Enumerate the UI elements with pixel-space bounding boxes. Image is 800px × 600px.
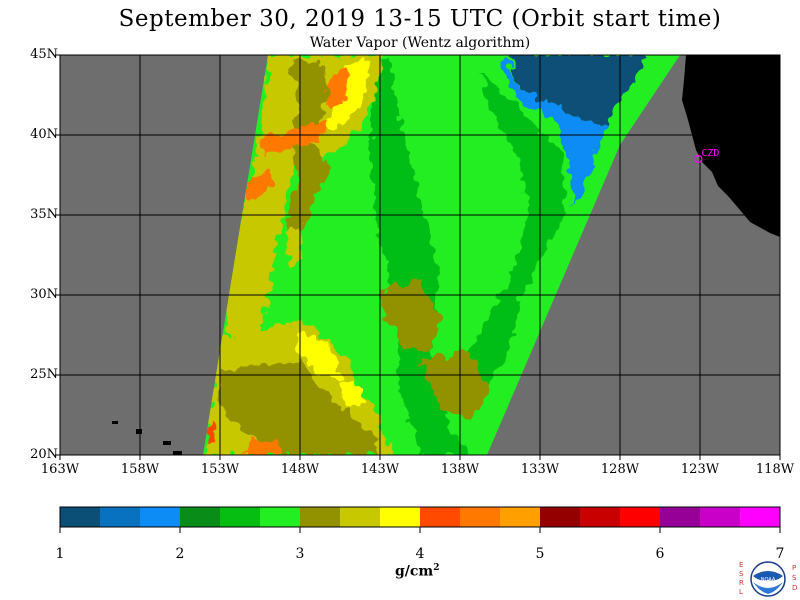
longitude-label: 123W [680, 462, 720, 477]
latitude-label: 20N [30, 447, 58, 462]
swath-low-vapor-medium [500, 55, 605, 205]
colorbar [60, 507, 781, 527]
colorbar-ticks [59, 527, 781, 533]
map-frame [59, 54, 781, 456]
station-label: CZD [701, 148, 719, 159]
logo-letter: R [739, 579, 744, 587]
tick-marks [55, 54, 781, 460]
colorbar-tick-label: 1 [55, 546, 65, 562]
swath-olive-south [215, 360, 380, 455]
swath-peak-north-a [325, 68, 350, 108]
colorbar-swatch [60, 507, 101, 527]
latitude-label: 30N [30, 287, 58, 302]
swath-midvapor-band-center [370, 60, 470, 455]
logo-letter: S [739, 570, 744, 578]
island-2 [136, 429, 142, 434]
units-base: g/cm [395, 563, 434, 580]
land-north-america [682, 55, 780, 237]
colorbar-tick-label: 2 [175, 546, 185, 562]
noaa-emblem-bird [753, 571, 783, 581]
swath-high-vapor-west [225, 55, 340, 340]
swath-peak-south [245, 438, 285, 455]
swath-peak-west [245, 172, 272, 200]
colorbar-swatch [340, 507, 381, 527]
colorbar-swatch [740, 507, 781, 527]
colorbar-tick-label: 5 [535, 546, 545, 562]
latitude-label: 45N [30, 47, 58, 62]
colorbar-tick-label: 7 [775, 546, 785, 562]
latitude-label: 40N [30, 127, 58, 142]
psd-letters: PSD [792, 564, 797, 592]
latitude-label: 35N [30, 207, 58, 222]
swath-peak-north-b [262, 120, 330, 155]
swath-peak-south-b [205, 425, 216, 445]
colorbar-swatch [420, 507, 461, 527]
longitude-label: 128W [600, 462, 640, 477]
map-title: September 30, 2019 13-15 UTC (Orbit star… [118, 6, 722, 32]
colorbar-swatch [220, 507, 261, 527]
colorbar-swatch [140, 507, 181, 527]
longitude-label: 143W [360, 462, 400, 477]
colorbar-tick-label: 3 [295, 546, 305, 562]
logo-letter: P [792, 564, 796, 572]
colorbar-swatch [460, 507, 501, 527]
island-1 [112, 421, 118, 424]
colorbar-tick-label: 6 [655, 546, 665, 562]
colorbar-tick-label: 4 [415, 546, 425, 562]
colorbar-swatch [380, 507, 421, 527]
longitude-label: 138W [440, 462, 480, 477]
noaa-emblem-wave [753, 582, 783, 594]
longitude-label: 148W [280, 462, 320, 477]
island-4 [173, 451, 182, 455]
noaa-emblem-text: NOAA [761, 577, 776, 583]
swath-yellow-south [295, 330, 345, 380]
longitude-label: 118W [755, 462, 795, 477]
colorbar-swatch [100, 507, 141, 527]
station-marker [694, 154, 703, 164]
colorbar-swatch [700, 507, 741, 527]
longitude-label: 158W [120, 462, 160, 477]
units-exponent: 2 [433, 563, 440, 573]
colorbar-swatch [260, 507, 301, 527]
logo-letter: D [792, 584, 797, 592]
swath-olive-east [420, 350, 490, 420]
swath-olive-center [380, 280, 440, 350]
latitude-label: 25N [30, 367, 58, 382]
longitude-label: 133W [520, 462, 560, 477]
longitude-label: 153W [200, 462, 240, 477]
logo-letter: L [739, 588, 743, 596]
colorbar-swatch [180, 507, 221, 527]
swath-midvapor-band-east [470, 70, 565, 400]
swath-low-vapor-dark [508, 55, 650, 125]
logo-letter: S [792, 574, 797, 582]
colorbar-swatch [660, 507, 701, 527]
gridlines [60, 55, 780, 455]
logo-letter: E [739, 561, 743, 569]
swath-olive-north [285, 60, 330, 250]
swath-yellow-north [325, 60, 370, 130]
colorbar-swatch [580, 507, 621, 527]
island-3 [163, 441, 171, 445]
colorbar-swatch [540, 507, 581, 527]
colorbar-units: g/cm2 [395, 563, 440, 580]
colorbar-swatch [620, 507, 661, 527]
map-subtitle: Water Vapor (Wentz algorithm) [309, 35, 531, 51]
longitude-label: 163W [40, 462, 80, 477]
swath-yellow-south-b [340, 380, 365, 410]
colorbar-swatch [300, 507, 341, 527]
colorbar-swatch [500, 507, 541, 527]
